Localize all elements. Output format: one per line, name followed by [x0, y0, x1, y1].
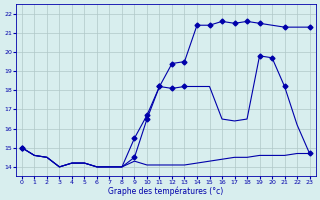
X-axis label: Graphe des températures (°c): Graphe des températures (°c) — [108, 186, 223, 196]
